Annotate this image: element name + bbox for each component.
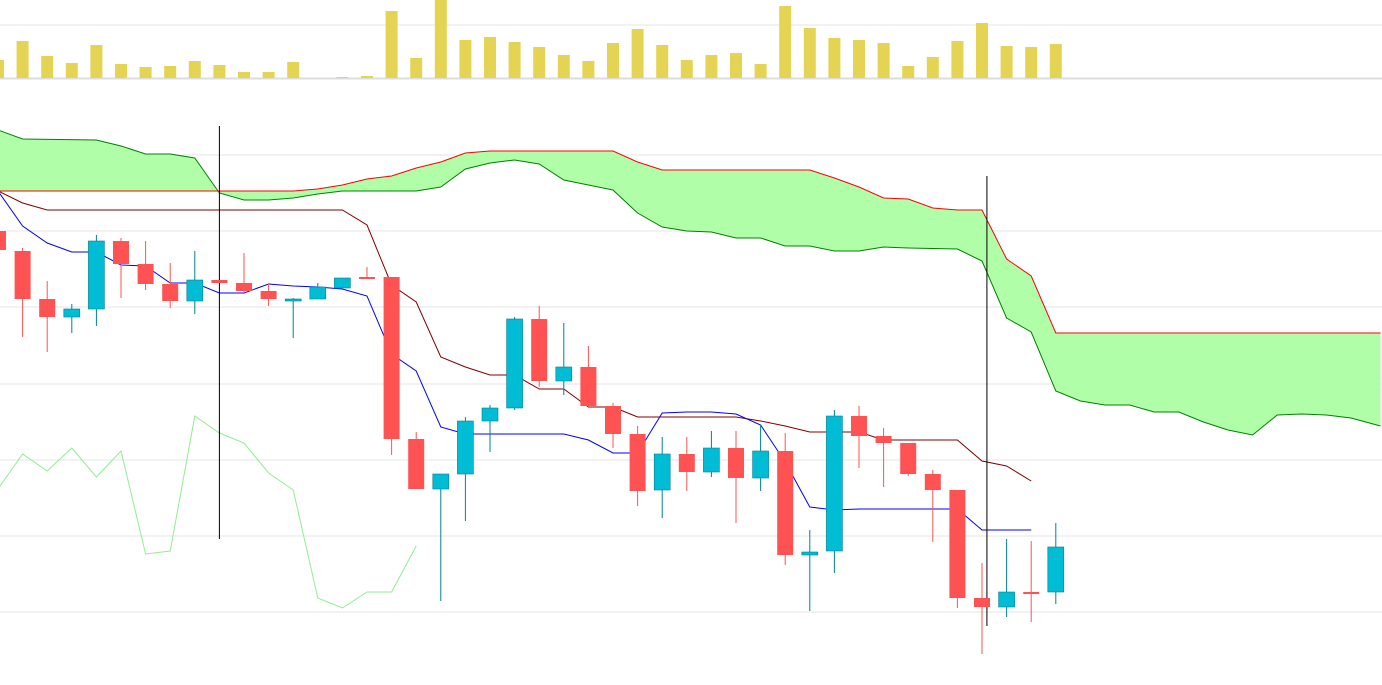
candle-up [703,447,720,473]
candle-down [113,241,129,264]
candle-down [359,277,375,279]
volume-bar [976,23,988,78]
candle-down [0,231,6,250]
volume-bar [1000,46,1013,78]
candle-down [162,284,179,301]
candle-up [506,318,523,409]
candle-down [949,490,966,598]
volume-bar [828,38,841,78]
volume-bar [41,56,54,78]
volume-bar [607,43,619,78]
volume-bar [1025,47,1038,78]
volume-bar [434,0,447,78]
candle-down [236,283,252,291]
candle-up [555,366,573,382]
volume-bar [951,41,964,78]
volume-bars [0,0,1062,78]
candle-up [752,450,769,479]
candle-down [900,443,917,474]
candle-up [63,308,81,318]
ichimoku-cloud [0,130,1381,435]
volume-bar [238,72,250,78]
volume-bar [779,6,792,78]
candle-down [260,291,277,299]
volume-bar [385,11,398,78]
volume-bar [0,60,4,78]
volume-bar [262,72,275,78]
volume-bar [336,77,349,78]
candle-down [605,406,621,434]
candle-down [851,416,867,436]
volume-bar [139,67,152,78]
volume-bar [803,28,816,78]
volume-bar [730,53,742,78]
candle-up [284,298,302,302]
volume-bar [188,61,201,78]
candle-down [137,264,154,284]
volume-bar [164,66,177,78]
volume-bar [90,45,103,78]
candle-up [457,420,474,475]
volume-bar [115,64,127,78]
volume-bar [287,62,300,78]
candle-up [309,286,327,300]
candle-up [826,415,843,552]
volume-bar [533,47,546,78]
volume-bar [459,40,472,78]
candle-down [531,319,548,381]
gridlines [0,24,1382,613]
candle-up [1047,546,1065,593]
volume-bar [631,29,644,78]
candle-up [481,407,499,422]
volume-bar [361,76,373,78]
candle-down [408,439,425,489]
candles [0,231,1065,654]
candle-up [88,240,105,310]
volume-bar [1049,44,1062,78]
volume-bar [508,42,521,78]
candle-down [974,598,990,607]
volume-bar [16,41,29,78]
candle-down [629,434,646,491]
candle-down [383,277,400,439]
volume-bar [853,40,865,78]
volume-bar [902,66,915,78]
candle-down [39,299,56,317]
volume-bar [705,55,718,78]
volume-bar [213,65,226,78]
volume-bar [656,45,669,78]
candle-up [653,453,671,491]
volume-bar [582,61,595,78]
volume-bar [680,60,693,78]
candle-down [211,280,228,283]
volume-bar [484,37,496,78]
volume-bar [926,57,939,78]
candle-down [777,451,794,555]
volume-bar [410,58,423,78]
vertical-markers [218,126,988,626]
volume-bar [754,64,767,78]
candle-down [1023,592,1040,594]
candle-down [678,454,695,472]
candle-down [924,474,941,490]
chikou-span-line [0,415,417,609]
candle-up [801,551,819,556]
candle-up [998,591,1015,608]
senkou-span-b-line [0,150,1381,334]
candle-up [334,277,351,289]
candle-down [580,367,597,406]
senkou-span-a-line [0,130,1381,436]
candle-down [14,251,31,299]
candle-up [186,279,204,302]
volume-bar [65,63,78,78]
candle-down [875,436,892,443]
candle-down [728,448,744,478]
cloud-fill [0,130,1381,435]
volume-bar [557,55,570,78]
volume-bar [877,43,890,78]
candle-up [432,473,450,490]
